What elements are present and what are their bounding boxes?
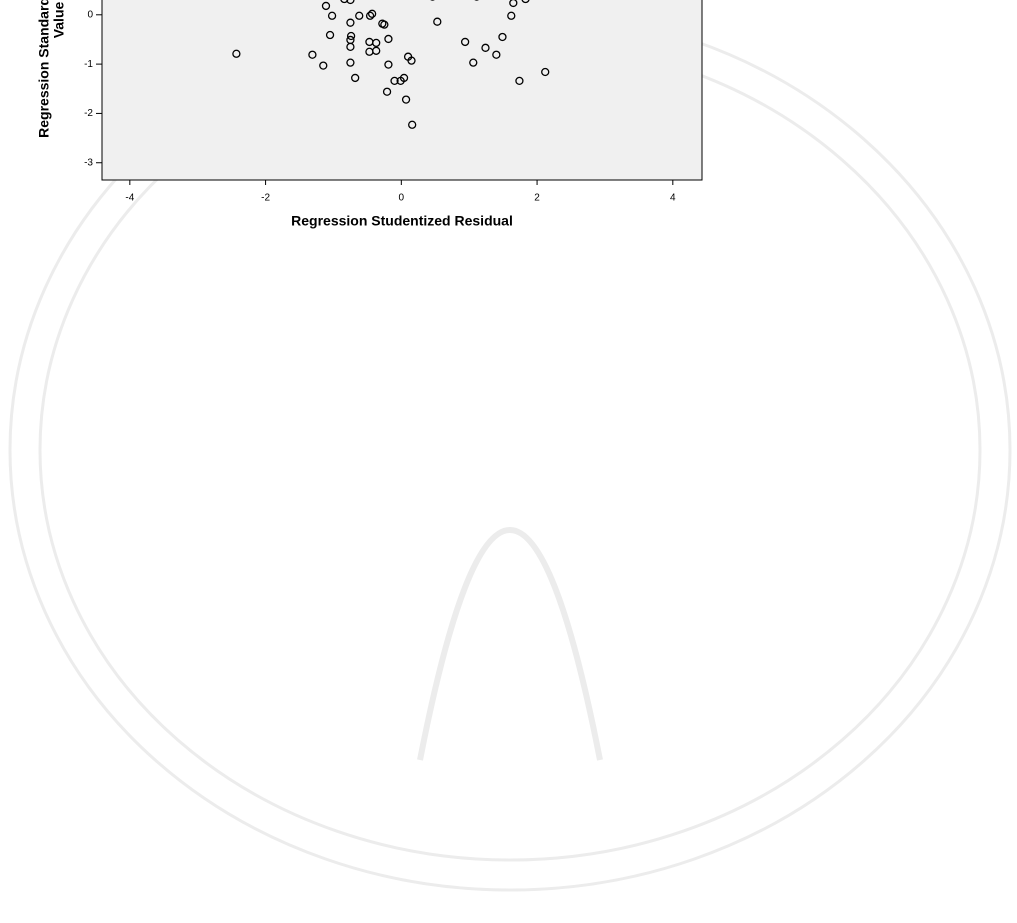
plot-area xyxy=(102,0,702,180)
x-tick-label: -2 xyxy=(261,193,270,204)
x-tick-label: 0 xyxy=(399,193,405,204)
y-tick-label: -1 xyxy=(84,59,93,70)
x-axis-title: Regression Studentized Residual xyxy=(291,213,513,229)
x-tick-label: 2 xyxy=(534,193,540,204)
chart: -3 -2 -1 0 -4 -2 0 2 4 Regression Studentized Res… xyxy=(36,0,702,229)
page: -3 -2 -1 0 -4 -2 0 2 4 Regression Studentized Res… xyxy=(0,0,1017,923)
y-axis-title: Regression Standardized Predicted xyxy=(36,0,52,138)
y-tick-label: -3 xyxy=(84,157,93,168)
y-tick-label: 0 xyxy=(87,9,93,20)
x-tick-label: -4 xyxy=(125,193,134,204)
y-tick-label: -2 xyxy=(84,108,93,119)
y-axis-title: Value xyxy=(51,2,67,39)
x-tick-label: 4 xyxy=(670,193,676,204)
